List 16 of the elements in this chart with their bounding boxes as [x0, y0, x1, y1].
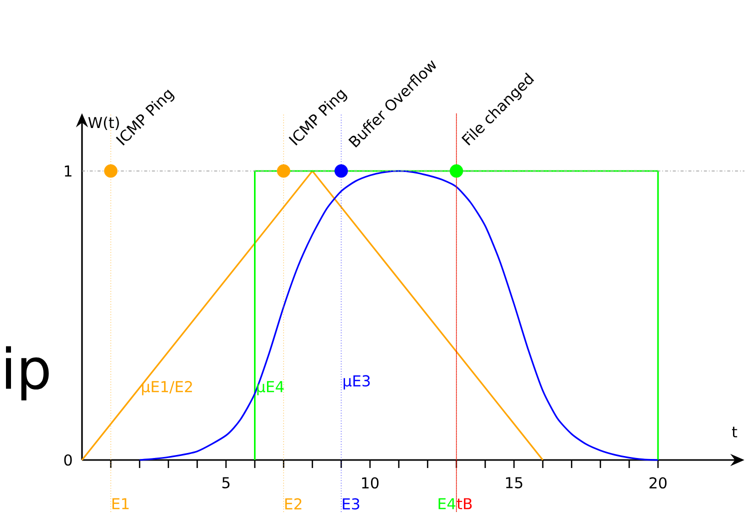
y-tick-label: 1 [64, 166, 72, 176]
y-tick-label: 0 [64, 454, 72, 466]
ref-line-label: tB [457, 498, 472, 510]
text: ip [6, 346, 49, 400]
ref-line-label: E2 [285, 498, 302, 510]
x-tick-label: 20 [650, 477, 667, 489]
x-tick-label: 15 [506, 477, 522, 488]
x-axis-title: t [732, 426, 738, 438]
annotation: μE3 [344, 375, 370, 390]
ref-line-label: E4 [438, 498, 456, 510]
annotation: μE1/E2 [142, 380, 192, 396]
annotation: μE4 [257, 381, 284, 396]
ref-line-label: E3 [342, 498, 360, 510]
x-tick-label: 10 [362, 477, 379, 489]
x-tick-label: 5 [222, 477, 230, 488]
ref-line-label: E1 [112, 498, 129, 510]
